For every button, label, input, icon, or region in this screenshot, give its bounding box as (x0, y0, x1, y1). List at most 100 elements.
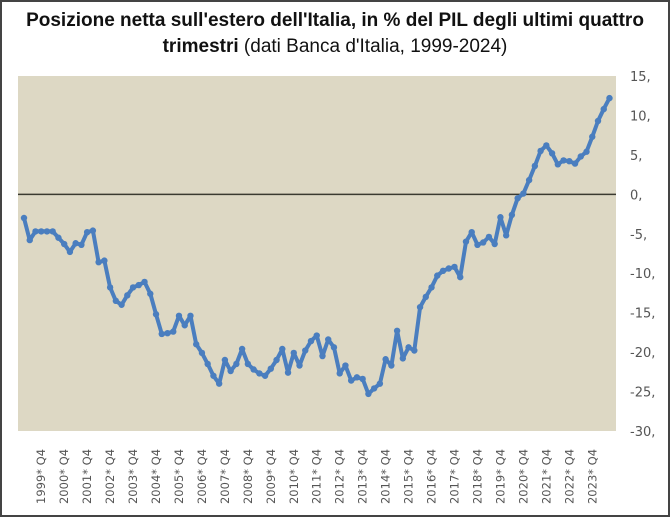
x-tick-label: 2015* Q4 (402, 449, 416, 504)
data-point (147, 290, 154, 297)
data-point (606, 94, 613, 102)
data-point (376, 380, 384, 387)
chart-title-main: Posizione netta sull'estero dell'Italia,… (26, 10, 644, 57)
data-point (525, 176, 533, 184)
data-point (273, 356, 280, 364)
data-point (118, 301, 125, 308)
y-tick-label: -20, (630, 346, 655, 361)
data-point (221, 356, 229, 364)
x-tick-label: 1999* Q4 (34, 449, 48, 504)
x-tick-label: 2009* Q4 (264, 449, 278, 504)
data-point (284, 369, 292, 376)
data-point (215, 380, 223, 387)
data-point (370, 385, 378, 392)
x-tick-label: 2002* Q4 (103, 449, 117, 504)
chart-title: Posizione netta sull'estero dell'Italia,… (2, 8, 668, 60)
data-point (60, 240, 68, 248)
data-point (78, 241, 85, 249)
data-point (193, 341, 200, 348)
x-tick-label: 2001* Q4 (80, 449, 94, 504)
data-point (382, 356, 389, 363)
data-point (95, 258, 102, 266)
data-point (325, 336, 332, 343)
data-point (49, 228, 56, 235)
x-tick-label: 2011* Q4 (310, 449, 324, 504)
x-tick-label: 2018* Q4 (470, 449, 484, 504)
data-point (32, 228, 39, 235)
x-tick-label: 2000* Q4 (57, 449, 71, 504)
data-point (388, 362, 395, 369)
data-point (531, 162, 539, 170)
x-tick-label: 2005* Q4 (172, 449, 186, 504)
data-point (233, 360, 240, 368)
data-point (55, 234, 62, 241)
data-point (296, 362, 303, 369)
y-tick-label: -5, (630, 228, 647, 243)
data-point (583, 148, 590, 155)
x-tick-label: 2007* Q4 (218, 449, 232, 504)
data-point (330, 344, 338, 351)
data-point (279, 345, 286, 353)
x-tick-label: 2003* Q4 (126, 449, 140, 504)
data-point (439, 267, 447, 275)
data-point (445, 265, 452, 272)
data-point (422, 293, 429, 301)
data-point (89, 227, 97, 234)
data-point (451, 263, 458, 271)
x-tick-label: 2021* Q4 (539, 449, 553, 504)
data-point (307, 337, 315, 345)
data-point (250, 366, 257, 373)
data-point (244, 360, 252, 368)
data-point (491, 240, 498, 248)
x-tick-label: 2004* Q4 (149, 449, 163, 504)
y-tick-label: 5, (630, 149, 642, 164)
x-tick-label: 2017* Q4 (448, 449, 462, 504)
data-point (26, 236, 33, 244)
x-tick-label: 2016* Q4 (425, 449, 439, 504)
data-point (571, 160, 579, 167)
data-point (227, 367, 234, 375)
x-tick-label: 2020* Q4 (516, 449, 530, 504)
data-point (497, 214, 504, 221)
y-tick-label: -30, (630, 425, 655, 440)
data-point (554, 161, 562, 168)
data-point (393, 327, 401, 335)
data-point (319, 352, 326, 360)
data-point (434, 272, 441, 279)
data-point (141, 278, 148, 286)
data-point (353, 374, 361, 381)
data-point (411, 347, 418, 354)
data-point (124, 292, 131, 299)
data-point (577, 153, 584, 160)
data-point (38, 228, 45, 235)
data-point (485, 233, 493, 241)
data-point (170, 328, 177, 335)
data-point (462, 238, 470, 245)
y-tick-label: -25, (630, 386, 655, 401)
data-point (204, 360, 211, 368)
data-point (457, 273, 464, 281)
x-tick-label: 2008* Q4 (241, 449, 255, 504)
data-point (158, 330, 165, 338)
data-point (514, 195, 521, 202)
data-point (106, 284, 114, 291)
data-point (347, 377, 355, 384)
x-tick-label: 2022* Q4 (562, 449, 576, 504)
data-point (405, 344, 412, 351)
data-point (175, 312, 183, 320)
data-point (589, 133, 596, 140)
data-point (365, 390, 372, 398)
data-point (399, 355, 407, 362)
chart-title-source: (dati Banca d'Italia, 1999-2024) (243, 36, 508, 57)
data-point (238, 345, 246, 353)
data-point (520, 190, 527, 197)
data-point (101, 257, 108, 264)
data-point (66, 248, 74, 256)
x-tick-label: 2014* Q4 (379, 449, 393, 504)
data-point (210, 372, 217, 379)
data-point (502, 232, 510, 239)
data-point (560, 157, 567, 164)
data-point (261, 372, 269, 379)
data-point (543, 142, 550, 149)
